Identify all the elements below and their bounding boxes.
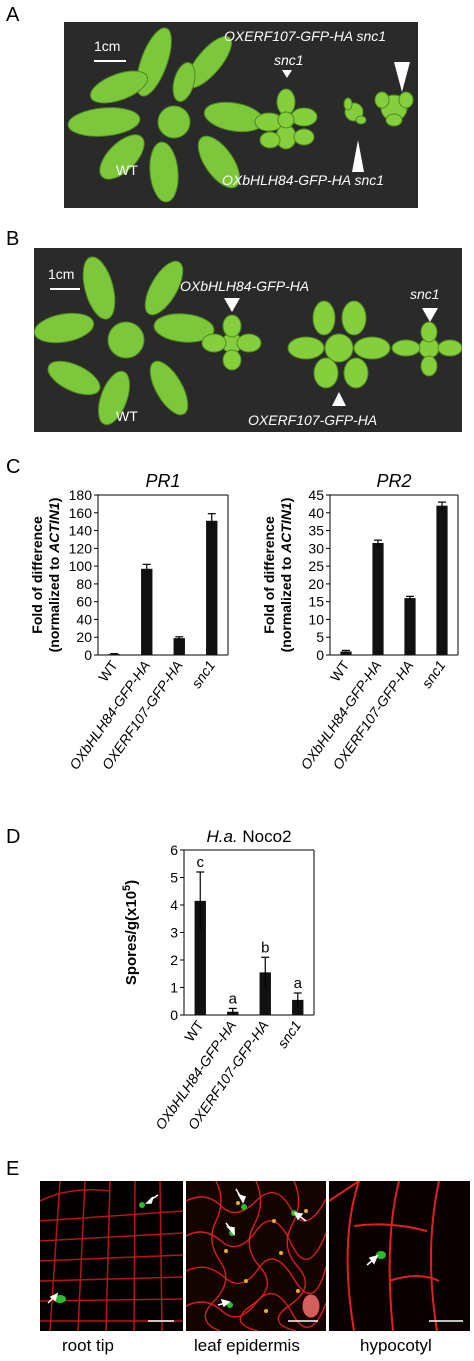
chart-2-ytick-label: 6 (170, 842, 178, 858)
chart-1-ytick-label: 25 (308, 558, 324, 574)
micro-root-tip (40, 1181, 183, 1331)
chart-1-ylabel-line1: Fold of difference (261, 516, 277, 634)
chart-1-ytick-label: 45 (308, 487, 324, 503)
root-tip-image (40, 1181, 183, 1331)
chart-1-ytick-label: 0 (316, 647, 324, 663)
panel-b-photo: 1cm OXbHLH84-GFP-HA snc1 WT OXERF107-GFP… (34, 248, 462, 432)
panel-a-plants (67, 27, 414, 203)
chart-1-category-0: WT (327, 657, 353, 684)
chart-0-ytick-label: 100 (69, 558, 93, 574)
chart-2-ytick-label: 2 (170, 952, 178, 968)
chart-1-ytick-label: 20 (308, 576, 324, 592)
chart-1-ytick-label: 10 (308, 611, 324, 627)
chart-0-bar-3 (206, 520, 218, 655)
label-wt-b: WT (116, 408, 138, 424)
chart-2-bar-0 (194, 900, 206, 1015)
panel-label-d: D (6, 826, 21, 848)
scale-bar-a (94, 60, 126, 62)
chart-1-ytick-label: 5 (316, 629, 324, 645)
chart-1-category-3: snc1 (418, 658, 448, 691)
chart-2-category-0: WT (181, 1017, 207, 1044)
label-oxbhlh-snc1: OXbHLH84-GFP-HA snc1 (222, 172, 385, 188)
chart-2-sig-letter-2: b (261, 939, 269, 956)
caption-hypocotyl: hypocotyl (360, 1336, 432, 1355)
chart-0-ytick-label: 160 (69, 505, 93, 521)
label-snc1-b: snc1 (410, 286, 440, 302)
chart-2-ytick-label: 5 (170, 870, 178, 886)
panel-b-plants (34, 256, 462, 426)
caption-root-tip: root tip (62, 1336, 114, 1355)
chart-1-ytick-label: 15 (308, 594, 324, 610)
chart-2-bar-3 (292, 999, 304, 1015)
chart-2-sig-letter-3: a (294, 975, 303, 992)
label-oxerf-b: OXERF107-GFP-HA (248, 412, 378, 428)
caption-leaf-epidermis: leaf epidermis (194, 1336, 300, 1355)
chart-2-sig-letter-1: a (229, 990, 238, 1007)
scale-label-b: 1cm (48, 266, 75, 282)
chart-0-title: PR1 (145, 471, 180, 491)
panel-a-photo: 1cm OXERF107-GFP-HA snc1 snc1 WT OXbHLH8… (64, 22, 418, 208)
panel-label-a: A (6, 4, 20, 26)
chart-2-ytick-label: 0 (170, 1007, 178, 1023)
label-wt-a: WT (116, 162, 138, 178)
chart-0-ytick-label: 20 (76, 629, 92, 645)
chart-1-bar-3 (436, 505, 448, 655)
chart-0-bar-1 (141, 568, 153, 655)
chart-0-ytick-label: 180 (69, 487, 93, 503)
chart-0-ylabel-line2: (normalized to ACTIN1) (46, 498, 62, 653)
label-oxerf-snc1: OXERF107-GFP-HA snc1 (224, 28, 387, 44)
micro-hypocotyl (329, 1181, 470, 1331)
chart-1-ytick-label: 40 (308, 505, 324, 521)
scale-label-a: 1cm (94, 38, 121, 54)
chart-2-ytick-label: 1 (170, 980, 178, 996)
panel-label-e: E (6, 1158, 20, 1180)
scale-bar-b (50, 288, 80, 290)
chart-0-bar-2 (173, 638, 185, 655)
leaf-epidermis-image (186, 1181, 326, 1331)
chart-0-ytick-label: 80 (76, 576, 92, 592)
chart-1-ylabel-line2: (normalized to ACTIN1) (278, 498, 294, 653)
chart-0-ytick-label: 120 (69, 540, 93, 556)
chart-0-ytick-label: 60 (76, 594, 92, 610)
chart-2-ytick-label: 3 (170, 925, 178, 941)
chart-0-ylabel-line1: Fold of difference (29, 516, 45, 634)
chart-0-ytick-label: 140 (69, 523, 93, 539)
chart-1-bar-1 (372, 543, 384, 655)
chart-0-ytick-label: 0 (84, 647, 92, 663)
chart-1-ytick-label: 30 (308, 540, 324, 556)
chart-1-title: PR2 (376, 471, 411, 491)
chart-2-ytick-label: 4 (170, 897, 178, 913)
label-snc1-a: snc1 (274, 52, 304, 68)
chart-1-ytick-label: 35 (308, 523, 324, 539)
chart-0-ytick-label: 40 (76, 611, 92, 627)
chart-noco2: H.a. Noco20123456Spores/g(x105)cWTaOXbHL… (121, 830, 315, 1130)
chart-2-bar-2 (259, 972, 271, 1015)
panel-label-b: B (6, 228, 20, 250)
micro-leaf-epidermis (186, 1181, 326, 1331)
chart-0-category-3: snc1 (188, 658, 218, 691)
chart-1-bar-0 (340, 651, 352, 655)
hypocotyl-image (329, 1181, 470, 1331)
chart-2-category-3: snc1 (274, 1018, 304, 1051)
chart-2-sig-letter-0: c (197, 854, 205, 871)
panel-label-c: C (6, 456, 21, 478)
label-oxbhlh-b: OXbHLH84-GFP-HA (180, 278, 310, 294)
chart-2-ylabel: Spores/g(x105) (121, 880, 140, 985)
chart-1-bar-2 (404, 598, 416, 655)
chart-2-title: H.a. Noco2 (206, 830, 291, 846)
chart-0-category-0: WT (95, 657, 121, 684)
